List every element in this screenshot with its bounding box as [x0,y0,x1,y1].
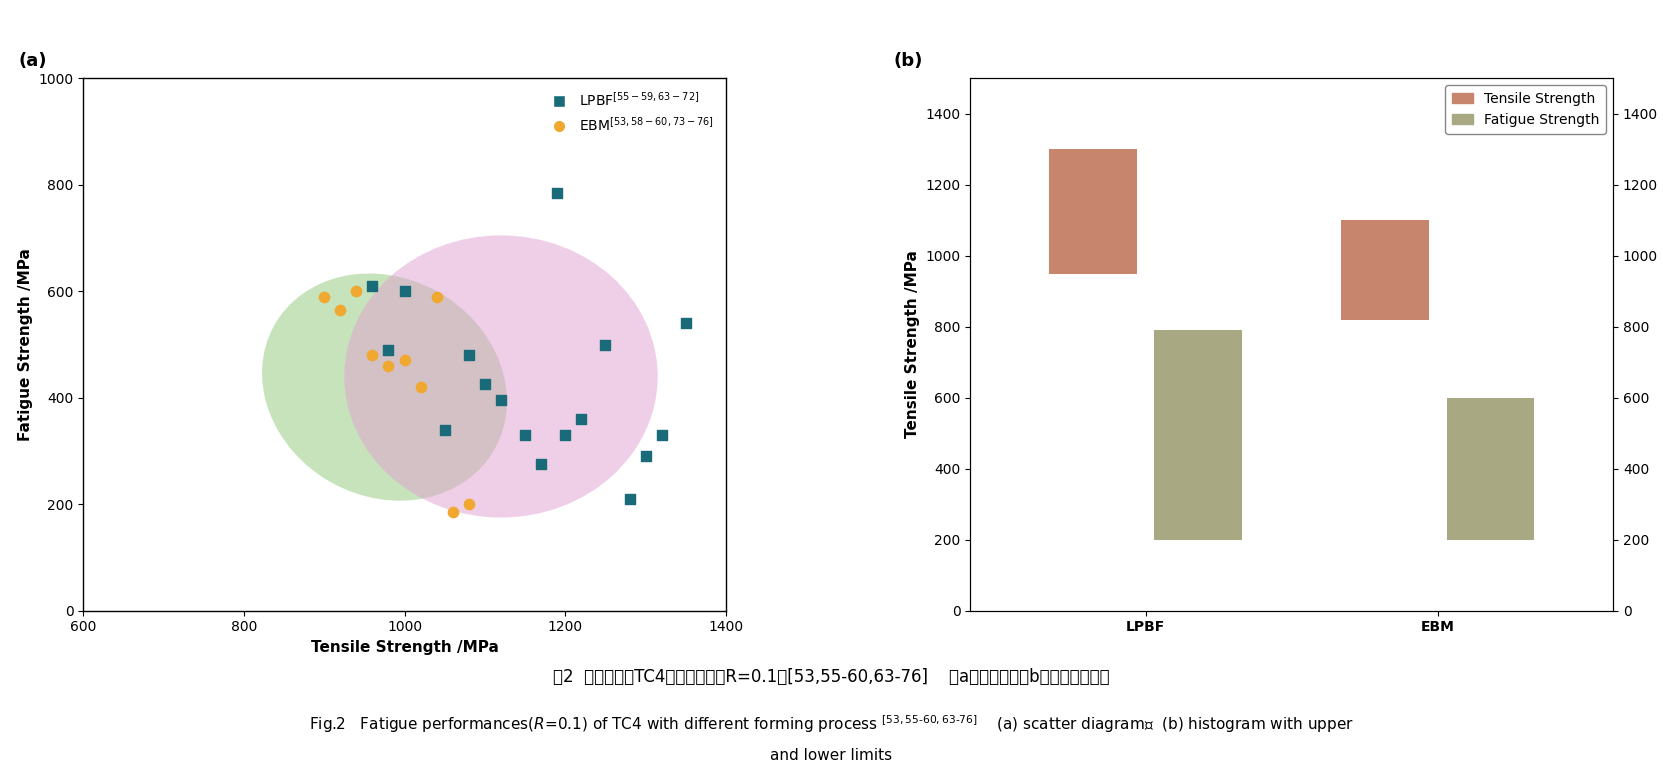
Legend: Tensile Strength, Fatigue Strength: Tensile Strength, Fatigue Strength [1445,85,1606,134]
Point [424,290,451,303]
Point [328,304,354,316]
Point [552,429,579,442]
Y-axis label: Tensile Strength /MPa: Tensile Strength /MPa [905,251,920,438]
Point [544,186,570,199]
Point [359,349,386,362]
Point [487,394,514,406]
Point [311,290,338,303]
Point [456,498,482,511]
Y-axis label: Fatigue Strength /MPa: Fatigue Strength /MPa [18,248,33,441]
Bar [1447,398,1535,539]
Text: and lower limits: and lower limits [770,748,893,763]
Point [431,424,457,436]
Bar [1154,330,1242,539]
Point [472,378,499,391]
Point [617,493,644,505]
Bar [1342,220,1429,319]
Ellipse shape [344,236,657,518]
Point [592,338,619,351]
Point [632,450,659,463]
Text: (a): (a) [18,52,47,70]
Point [439,506,466,518]
Point [512,429,539,442]
Bar [1049,150,1137,273]
Text: 图2  不同工艺下TC4的疲劳性能（R=0.1）[53,55-60,63-76]    （a）分布图；（b）上下限柱状图: 图2 不同工艺下TC4的疲劳性能（R=0.1）[53,55-60,63-76] … [554,669,1109,686]
Point [569,413,595,425]
Point [391,354,417,366]
Ellipse shape [263,273,507,500]
Point [407,381,434,393]
Legend: LPBF$^{\rm [55-59,63-72]}$, EBM$^{\rm [53,58-60,73-76]}$: LPBF$^{\rm [55-59,63-72]}$, EBM$^{\rm [5… [540,85,718,139]
Point [376,344,402,356]
Point [527,458,554,471]
Text: Fig.2   Fatigue performances($\mathit{R}$=0.1) of TC4 with different forming pro: Fig.2 Fatigue performances($\mathit{R}$=… [309,713,1354,735]
Point [359,280,386,292]
X-axis label: Tensile Strength /MPa: Tensile Strength /MPa [311,640,499,655]
Point [649,429,675,442]
Point [376,359,402,372]
Point [343,285,369,298]
Point [672,317,698,330]
Text: (b): (b) [893,52,923,70]
Point [391,285,417,298]
Point [456,349,482,362]
